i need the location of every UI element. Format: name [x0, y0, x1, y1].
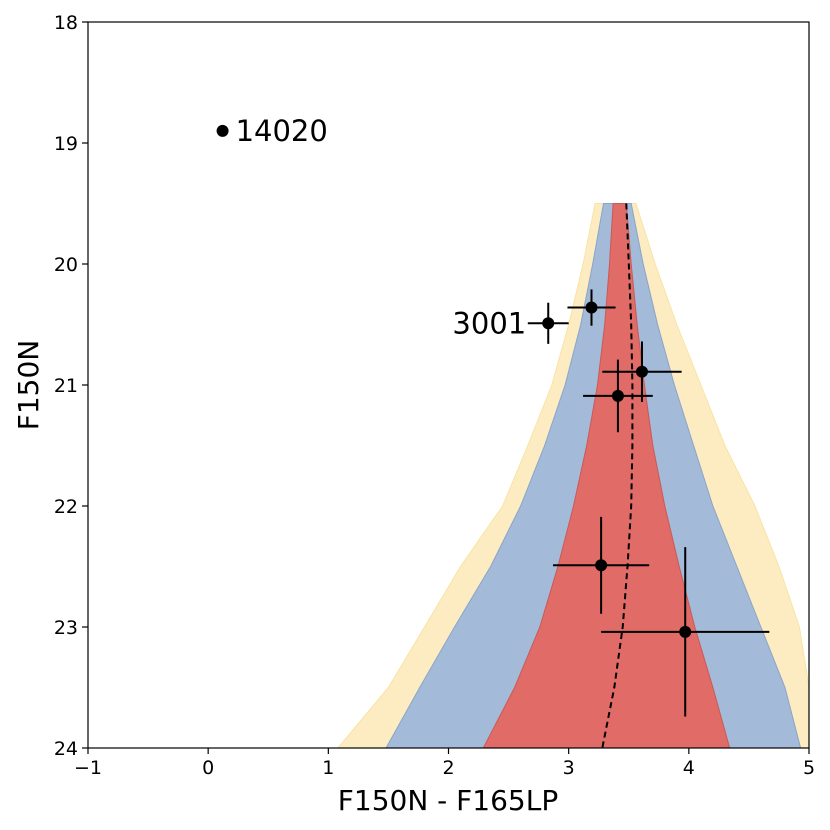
y-tick-label: 21 — [54, 375, 78, 397]
point-marker — [542, 317, 555, 330]
data-point: 14020 — [216, 114, 328, 148]
x-tick-label: 2 — [442, 757, 454, 779]
data-points: 14020 3001 — [216, 114, 770, 717]
point-marker — [585, 301, 598, 314]
band-inner — [482, 203, 731, 748]
data-point — [567, 289, 616, 326]
data-point — [583, 359, 653, 433]
point-marker — [216, 124, 229, 137]
data-point — [602, 341, 682, 402]
x-tick-label: 1 — [322, 757, 334, 779]
median-curve-layer — [601, 203, 634, 748]
x-axis-ticks: −1 0 1 2 3 4 5 — [74, 748, 815, 779]
confidence-bands — [337, 203, 809, 748]
median-curve — [601, 203, 634, 748]
y-axis-label: F150N — [12, 340, 45, 431]
x-tick-label: 3 — [563, 757, 575, 779]
y-tick-label: 18 — [54, 12, 78, 34]
point-marker — [611, 389, 624, 402]
point-annotation: 3001 — [452, 306, 526, 340]
x-tick-label: 4 — [683, 757, 695, 779]
data-point — [553, 516, 650, 614]
y-tick-label: 23 — [54, 617, 78, 639]
point-annotation: 14020 — [236, 114, 328, 148]
data-point — [601, 547, 770, 717]
x-tick-label: 0 — [202, 757, 214, 779]
y-tick-label: 22 — [54, 496, 78, 518]
x-tick-label: 5 — [803, 757, 815, 779]
y-axis-ticks: 18 19 20 21 22 23 24 — [54, 12, 88, 760]
point-marker — [595, 559, 608, 572]
x-tick-label: −1 — [74, 757, 102, 779]
point-marker — [679, 625, 692, 638]
y-tick-label: 19 — [54, 133, 78, 155]
y-tick-label: 20 — [54, 254, 78, 276]
point-marker — [635, 365, 648, 378]
data-point: 3001 — [452, 302, 569, 344]
y-tick-label: 24 — [54, 738, 78, 760]
x-axis-label: F150N - F165LP — [338, 784, 558, 817]
